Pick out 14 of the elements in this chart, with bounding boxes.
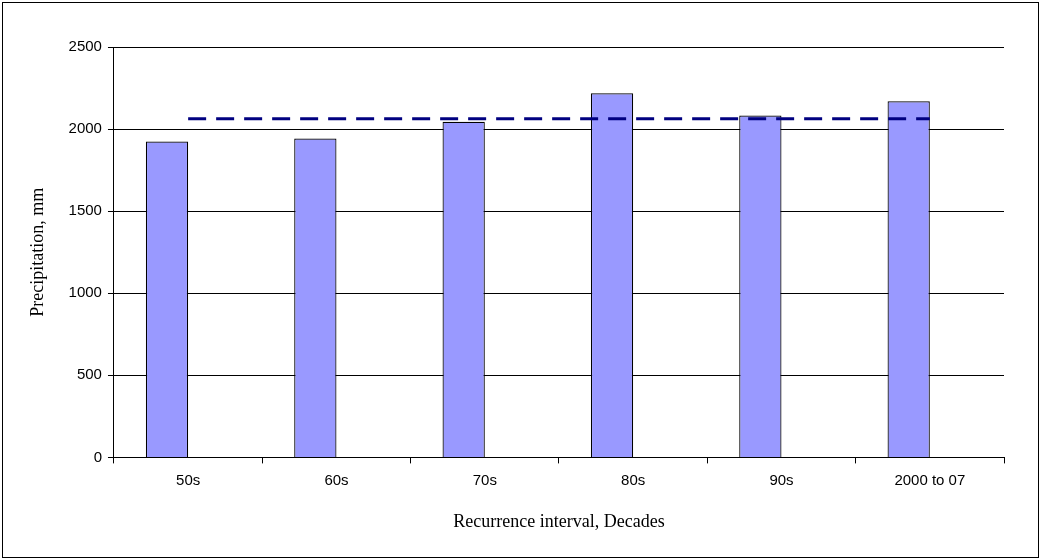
x-axis-title: Recurrence interval, Decades [453,510,665,531]
y-tick-label: 1500 [68,201,102,219]
x-tick-label: 80s [621,470,646,488]
y-axis-title: Precipitation, mm [26,187,47,317]
y-tick-label: 2000 [68,119,102,137]
x-tick-label: 60s [324,470,349,488]
y-tick-label: 500 [76,365,102,383]
x-tick-label: 90s [769,470,794,488]
x-tick-label: 2000 to 07 [894,470,966,488]
x-tick-label: 50s [176,470,201,488]
y-tick-label: 2500 [68,37,102,55]
x-tick-label: 70s [472,470,497,488]
y-tick-label: 1000 [68,283,102,301]
y-tick-label: 0 [93,447,102,465]
